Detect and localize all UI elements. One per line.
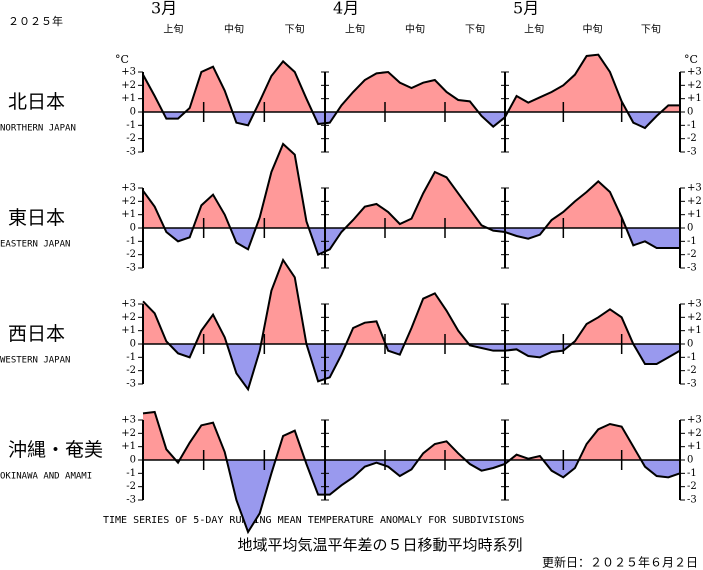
y2-tick-label: +1 <box>687 325 702 336</box>
y2-tick-label: +1 <box>687 209 702 220</box>
period-label: 下旬 <box>641 23 661 36</box>
y2-tick-label: +1 <box>687 93 702 104</box>
y2-tick-label: +2 <box>687 80 702 91</box>
y2-tick-label: -3 <box>687 495 697 506</box>
y2-tick-label: +3 <box>687 299 702 310</box>
y-tick-label: -2 <box>126 249 136 260</box>
y2-tick-label: -2 <box>687 133 697 144</box>
panel-title: 沖縄・奄美 <box>8 439 103 461</box>
y-tick-label: +3 <box>121 415 136 426</box>
y-tick-label: -3 <box>126 495 136 506</box>
y-tick-label: -2 <box>126 481 136 492</box>
y-tick-label: -3 <box>126 263 136 274</box>
panel-subtitle: OKINAWA AND AMAMI <box>0 472 92 482</box>
y-tick-label: 0 <box>130 455 136 466</box>
anomaly-line <box>142 53 680 130</box>
y-tick-label: -1 <box>126 236 136 247</box>
y2-tick-label: -1 <box>687 352 697 363</box>
y2-tick-label: +3 <box>687 415 702 426</box>
anomaly-line <box>142 410 681 535</box>
y2-tick-label: 0 <box>687 339 693 350</box>
period-label: 下旬 <box>285 23 305 36</box>
period-label: 中旬 <box>583 23 603 36</box>
period-label: 上旬 <box>163 23 183 36</box>
y-tick-label: -3 <box>126 379 136 390</box>
y-tick-label: 0 <box>130 107 136 118</box>
y-tick-label: +3 <box>121 299 136 310</box>
y2-tick-label: -3 <box>687 379 697 390</box>
period-label: 上旬 <box>524 23 544 36</box>
y2-tick-label: 0 <box>687 107 693 118</box>
period-label: 下旬 <box>465 23 485 36</box>
y2-tick-label: 0 <box>687 223 693 234</box>
y-tick-label: +1 <box>121 209 136 220</box>
y-tick-label: +2 <box>121 312 136 323</box>
y-tick-label: +3 <box>121 183 136 194</box>
y2-tick-label: -1 <box>687 236 697 247</box>
y-tick-label: 0 <box>130 223 136 234</box>
unit-label: °C <box>115 53 129 66</box>
y-tick-label: +3 <box>121 67 136 78</box>
y-tick-label: -1 <box>126 468 136 479</box>
y-tick-label: +2 <box>121 428 136 439</box>
updated-date: 更新日：２０２５年６月２日 <box>542 555 698 570</box>
y2-tick-label: +3 <box>687 67 702 78</box>
year-label: ２０２５年 <box>8 14 63 28</box>
y-tick-label: -1 <box>126 120 136 131</box>
y2-tick-label: -2 <box>687 249 697 260</box>
panel-subtitle: EASTERN JAPAN <box>0 240 70 250</box>
y-tick-label: -2 <box>126 365 136 376</box>
month-label: 3月 <box>151 0 177 18</box>
month-label: 4月 <box>333 0 359 18</box>
negative-area <box>143 460 680 532</box>
y2-tick-label: -3 <box>687 263 697 274</box>
panel-title: 西日本 <box>8 323 65 345</box>
period-label: 中旬 <box>224 23 244 36</box>
y-tick-label: +2 <box>121 196 136 207</box>
panel-subtitle: WESTERN JAPAN <box>0 356 70 366</box>
positive-area <box>143 144 680 228</box>
y-tick-label: 0 <box>130 339 136 350</box>
caption-en: TIME SERIES OF 5-DAY RUNNING MEAN TEMPER… <box>103 515 524 526</box>
panel-title: 東日本 <box>8 207 65 229</box>
anomaly-line <box>142 257 681 392</box>
unit-label: °C <box>684 53 698 66</box>
positive-area <box>143 412 680 460</box>
y2-tick-label: -1 <box>687 120 697 131</box>
positive-area <box>143 260 680 344</box>
y2-tick-label: +1 <box>687 441 702 452</box>
y2-tick-label: -1 <box>687 468 697 479</box>
period-label: 中旬 <box>405 23 425 36</box>
y-tick-label: -1 <box>126 352 136 363</box>
anomaly-line <box>142 142 680 257</box>
y2-tick-label: -2 <box>687 481 697 492</box>
y2-tick-label: +2 <box>687 428 702 439</box>
y-tick-label: -3 <box>126 147 136 158</box>
y-tick-label: +1 <box>121 325 136 336</box>
y2-tick-label: -3 <box>687 147 697 158</box>
panel-subtitle: NORTHERN JAPAN <box>0 124 76 134</box>
panel-title: 北日本 <box>8 91 65 113</box>
y2-tick-label: +2 <box>687 196 702 207</box>
y2-tick-label: +2 <box>687 312 702 323</box>
y2-tick-label: -2 <box>687 365 697 376</box>
y-tick-label: +1 <box>121 441 136 452</box>
negative-area <box>143 344 680 390</box>
y-tick-label: -2 <box>126 133 136 144</box>
positive-area <box>143 54 680 112</box>
y-tick-label: +2 <box>121 80 136 91</box>
y2-tick-label: 0 <box>687 455 693 466</box>
y2-tick-label: +3 <box>687 183 702 194</box>
y-tick-label: +1 <box>121 93 136 104</box>
period-label: 上旬 <box>345 23 365 36</box>
month-label: 5月 <box>513 0 539 18</box>
caption-ja: 地域平均気温平年差の５日移動平均時系列 <box>237 536 522 554</box>
